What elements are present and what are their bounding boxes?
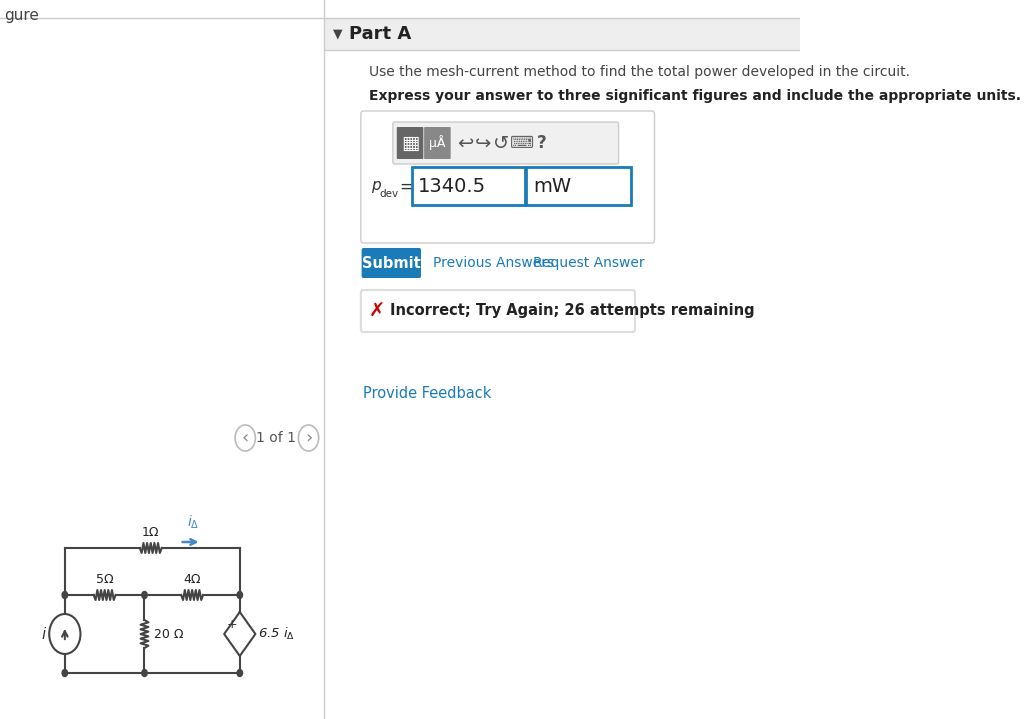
Text: Request Answer: Request Answer	[534, 256, 645, 270]
Text: Use the mesh-current method to find the total power developed in the circuit.: Use the mesh-current method to find the …	[369, 65, 909, 79]
Text: ‹: ‹	[242, 429, 249, 447]
Text: ↩: ↩	[457, 134, 473, 152]
FancyBboxPatch shape	[393, 122, 618, 164]
Text: Express your answer to three significant figures and include the appropriate uni: Express your answer to three significant…	[369, 89, 1021, 103]
Circle shape	[237, 669, 243, 677]
Text: Previous Answers: Previous Answers	[433, 256, 555, 270]
Text: gure: gure	[4, 8, 39, 23]
Text: 4Ω: 4Ω	[183, 573, 201, 586]
Text: +: +	[226, 618, 238, 631]
Circle shape	[237, 592, 243, 598]
Bar	[325, 18, 800, 50]
Circle shape	[141, 669, 147, 677]
Text: $i_\Delta$: $i_\Delta$	[187, 513, 200, 531]
FancyBboxPatch shape	[396, 127, 423, 159]
Bar	[412, 167, 525, 205]
Text: ↪: ↪	[474, 134, 490, 152]
Text: ?: ?	[537, 134, 546, 152]
FancyBboxPatch shape	[361, 248, 421, 278]
Text: ⌨: ⌨	[510, 134, 534, 152]
Text: ›: ›	[305, 429, 312, 447]
Text: 1340.5: 1340.5	[418, 178, 486, 196]
Text: 1 of 1: 1 of 1	[256, 431, 297, 445]
Circle shape	[62, 669, 68, 677]
Bar	[525, 167, 631, 205]
Text: 5Ω: 5Ω	[96, 573, 114, 586]
Text: Part A: Part A	[349, 25, 412, 43]
Text: ▦: ▦	[400, 134, 419, 152]
Circle shape	[62, 592, 68, 598]
Text: 20 Ω: 20 Ω	[154, 628, 183, 641]
Text: $p$: $p$	[371, 179, 382, 195]
Text: mW: mW	[534, 178, 571, 196]
Text: ✗: ✗	[369, 301, 385, 321]
Text: =: =	[399, 178, 413, 196]
FancyBboxPatch shape	[424, 127, 451, 159]
Text: μÅ: μÅ	[429, 135, 445, 150]
Text: 6.5 $i_\Delta$: 6.5 $i_\Delta$	[258, 626, 295, 642]
Text: ▼: ▼	[334, 27, 343, 40]
Text: ↺: ↺	[494, 134, 510, 152]
Text: 1Ω: 1Ω	[142, 526, 160, 539]
Text: Submit: Submit	[361, 255, 421, 270]
Text: dev: dev	[380, 189, 398, 199]
Text: $i$: $i$	[42, 626, 48, 642]
FancyBboxPatch shape	[360, 290, 635, 332]
FancyBboxPatch shape	[360, 111, 654, 243]
Text: Incorrect; Try Again; 26 attempts remaining: Incorrect; Try Again; 26 attempts remain…	[390, 303, 755, 319]
Circle shape	[141, 592, 147, 598]
Text: Provide Feedback: Provide Feedback	[364, 385, 492, 400]
